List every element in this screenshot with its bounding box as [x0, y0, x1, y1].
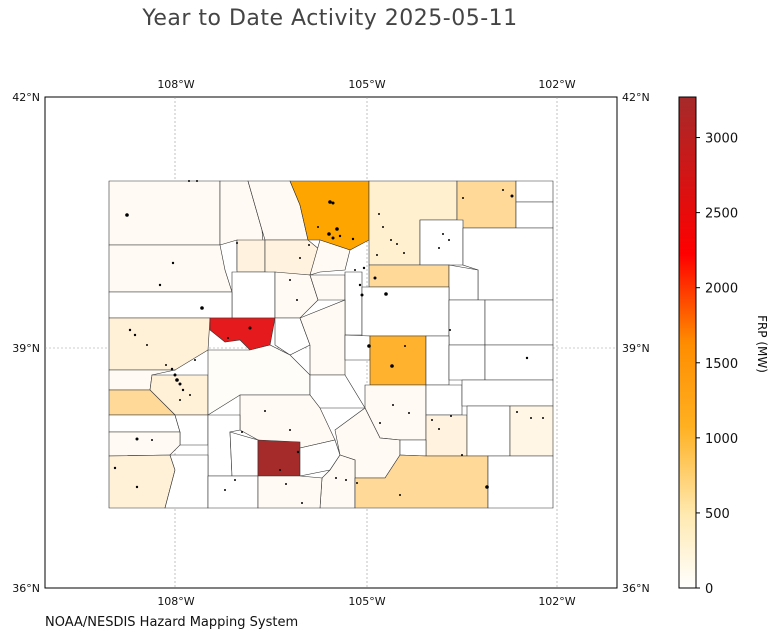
- lat-label-right-36: 36°N: [622, 582, 650, 595]
- lon-label-top-105: 105°W: [348, 78, 385, 91]
- lat-label-left-36: 36°N: [12, 582, 40, 595]
- fire-detection-points: [113, 180, 544, 504]
- lon-label-bottom-102: 102°W: [538, 595, 575, 608]
- credit-text: NOAA/NESDIS Hazard Mapping System: [45, 615, 299, 630]
- colorbar-tick-label: 0: [705, 582, 713, 597]
- colorbar-label: FRP (MW): [755, 315, 769, 373]
- map-tick-labels: 108°W 105°W 102°W 108°W 105°W 102°W 42°N…: [12, 78, 649, 608]
- lat-label-left-42: 42°N: [12, 91, 40, 104]
- colorbar-tick-label: 2000: [705, 282, 738, 297]
- lat-label-left-39: 39°N: [12, 342, 40, 355]
- colorbar: [678, 96, 697, 589]
- lon-label-bottom-108: 108°W: [157, 595, 194, 608]
- lat-label-right-42: 42°N: [622, 91, 650, 104]
- lon-label-bottom-105: 105°W: [348, 595, 385, 608]
- colorbar-tick-label: 1500: [705, 357, 738, 372]
- colorbar-ticks: 0 500 1000 1500 2000 2500 3000: [696, 132, 738, 597]
- lon-label-top-108: 108°W: [157, 78, 194, 91]
- colorbar-tick-label: 500: [705, 507, 730, 522]
- county-polygons: [108, 180, 554, 509]
- colorbar-tick-label: 3000: [705, 132, 738, 147]
- lat-label-right-39: 39°N: [622, 342, 650, 355]
- colorbar-tick-label: 1000: [705, 432, 738, 447]
- colorbar-tick-label: 2500: [705, 207, 738, 222]
- map-title: Year to Date Activity 2025-05-11: [142, 6, 518, 31]
- lon-label-top-102: 102°W: [538, 78, 575, 91]
